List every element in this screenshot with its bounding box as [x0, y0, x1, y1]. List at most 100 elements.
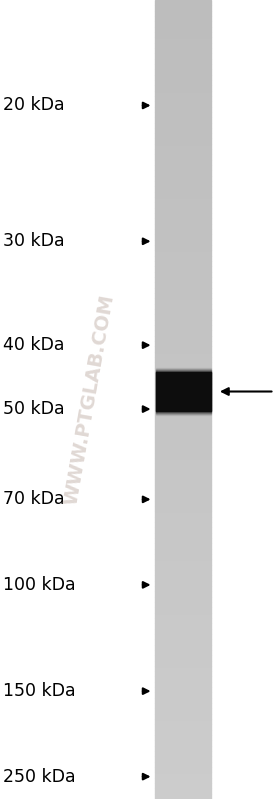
Bar	[155, 122, 211, 128]
Bar	[155, 575, 211, 581]
Bar	[156, 372, 211, 411]
Bar	[155, 661, 211, 666]
Bar	[155, 181, 211, 186]
Bar	[155, 645, 211, 650]
Bar	[155, 298, 211, 304]
Bar	[155, 325, 211, 330]
Bar	[155, 767, 211, 773]
Text: 40 kDa: 40 kDa	[3, 336, 64, 354]
Bar	[155, 527, 211, 533]
Bar	[155, 10, 211, 16]
Bar	[155, 245, 211, 250]
Bar	[155, 384, 211, 389]
Bar	[155, 224, 211, 229]
Bar	[155, 613, 211, 618]
Bar	[155, 208, 211, 213]
Bar	[155, 58, 211, 64]
Bar	[156, 370, 211, 413]
Bar	[155, 378, 211, 384]
Bar	[155, 437, 211, 442]
Bar	[155, 410, 211, 415]
Bar	[155, 495, 211, 501]
Bar	[155, 485, 211, 490]
Bar	[155, 458, 211, 463]
Bar	[155, 101, 211, 106]
Bar	[155, 240, 211, 245]
Bar	[155, 266, 211, 272]
Bar	[155, 447, 211, 453]
Bar	[155, 789, 211, 793]
Text: 100 kDa: 100 kDa	[3, 576, 75, 594]
Bar	[155, 719, 211, 725]
Bar	[155, 793, 211, 799]
Bar	[155, 650, 211, 655]
Bar	[155, 373, 211, 378]
Bar	[155, 421, 211, 426]
Bar	[155, 96, 211, 101]
Bar	[155, 431, 211, 437]
Bar	[155, 314, 211, 320]
Bar	[155, 703, 211, 709]
Text: 150 kDa: 150 kDa	[3, 682, 75, 700]
Bar	[155, 479, 211, 485]
Bar	[155, 565, 211, 570]
Text: 30 kDa: 30 kDa	[3, 233, 64, 250]
Bar	[156, 372, 211, 411]
Bar	[155, 352, 211, 357]
Bar	[155, 453, 211, 458]
Bar	[155, 469, 211, 474]
Bar	[155, 773, 211, 777]
Bar	[155, 362, 211, 368]
Bar	[155, 655, 211, 661]
Bar	[155, 38, 211, 42]
Bar	[155, 693, 211, 698]
Bar	[155, 777, 211, 783]
Bar	[155, 538, 211, 543]
Bar	[155, 341, 211, 346]
Bar	[155, 745, 211, 751]
Bar	[155, 517, 211, 522]
Bar	[155, 176, 211, 181]
Bar	[155, 112, 211, 117]
Bar	[155, 666, 211, 671]
Bar	[155, 607, 211, 613]
Bar	[155, 272, 211, 277]
Bar	[155, 293, 211, 298]
Bar	[155, 368, 211, 373]
Bar	[156, 369, 211, 414]
Bar	[155, 549, 211, 554]
Text: 250 kDa: 250 kDa	[3, 768, 75, 785]
Bar	[155, 677, 211, 682]
Bar	[155, 714, 211, 719]
Bar	[155, 698, 211, 703]
Text: 20 kDa: 20 kDa	[3, 97, 64, 114]
Bar	[155, 192, 211, 197]
Bar	[155, 357, 211, 362]
Bar	[155, 6, 211, 10]
Bar	[155, 442, 211, 447]
Bar	[155, 277, 211, 282]
Bar	[155, 511, 211, 517]
Bar	[155, 330, 211, 336]
Bar	[155, 618, 211, 623]
Bar	[155, 149, 211, 154]
Bar	[155, 320, 211, 325]
Bar	[155, 304, 211, 309]
Text: 50 kDa: 50 kDa	[3, 400, 64, 418]
Bar	[155, 490, 211, 495]
Bar	[155, 463, 211, 469]
Bar	[155, 394, 211, 400]
Bar	[155, 218, 211, 224]
Bar	[155, 533, 211, 538]
Bar	[156, 368, 211, 415]
Bar	[155, 80, 211, 85]
Bar	[155, 133, 211, 138]
Bar	[155, 687, 211, 693]
Bar	[155, 336, 211, 341]
Bar	[155, 346, 211, 352]
Bar	[155, 70, 211, 74]
Bar	[155, 90, 211, 96]
Bar	[155, 234, 211, 240]
Bar	[155, 54, 211, 58]
Bar	[155, 671, 211, 677]
